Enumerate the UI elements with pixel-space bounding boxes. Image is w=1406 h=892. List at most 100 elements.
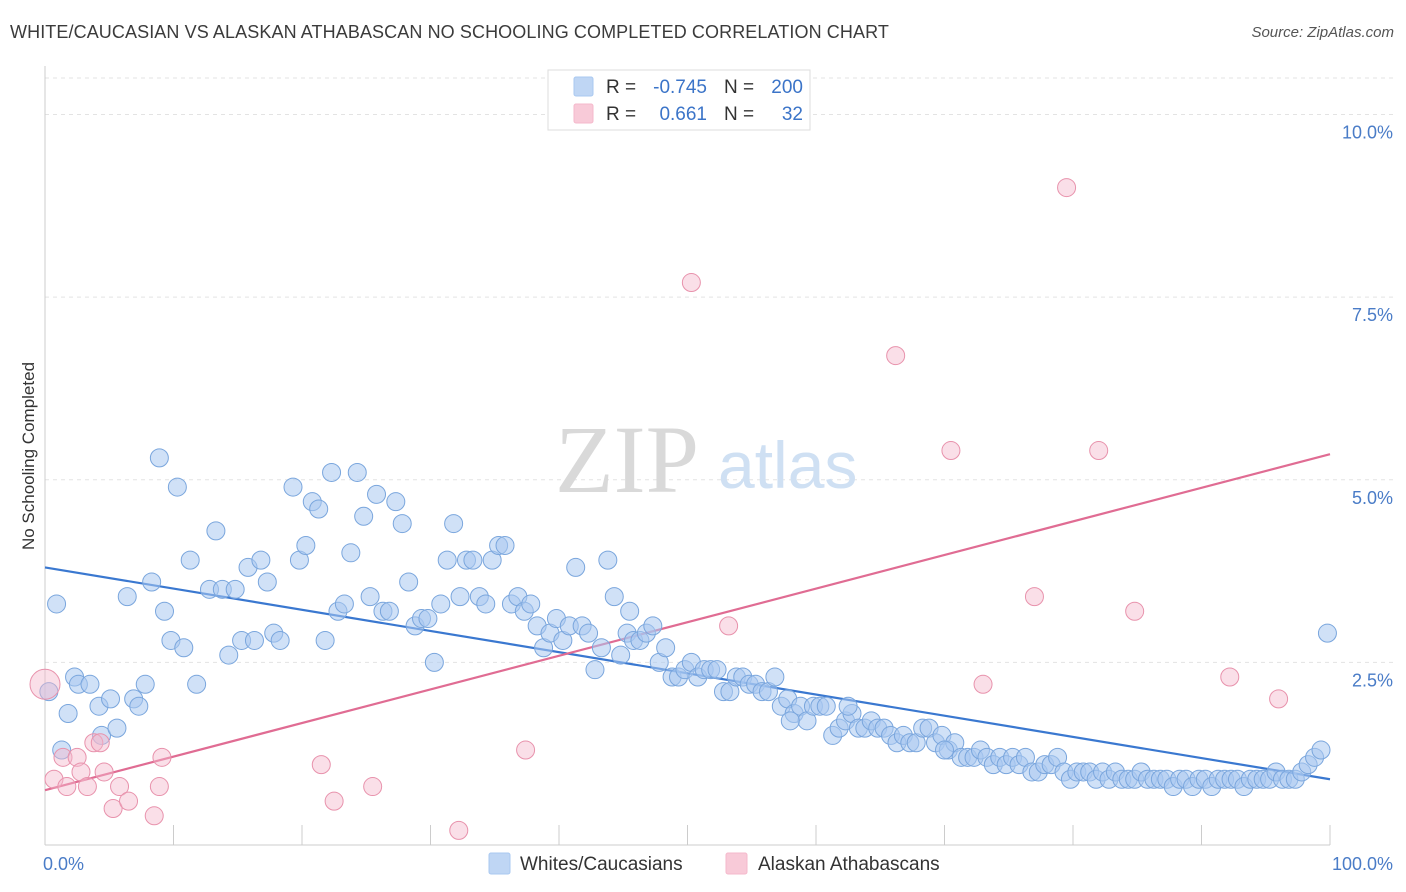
data-point [155,601,175,621]
data-point [363,777,383,797]
data-point [392,514,412,534]
data-point [180,550,200,570]
data-point [379,601,399,621]
data-point [1125,601,1145,621]
data-point [444,514,464,534]
data-point [604,587,624,607]
data-point [244,630,264,650]
data-point [110,777,130,797]
data-point [816,696,836,716]
data-point [52,740,72,760]
data-point [1269,689,1289,709]
data-point [334,594,354,614]
legend-r-value-white: -0.745 [653,77,707,98]
data-point [598,550,618,570]
x-tick-label-min: 0.0% [43,854,84,874]
data-point [886,346,906,366]
data-point [1057,178,1077,198]
data-point [206,521,226,541]
bottom-legend-swatch-athabascan [725,852,748,875]
data-point [386,492,406,512]
data-point [92,725,112,745]
data-point [838,696,858,716]
watermark-atlas: atlas [718,428,857,502]
data-point [1089,441,1109,461]
data-point [611,645,631,665]
data-point [107,718,127,738]
data-point [437,550,457,570]
data-point [311,755,331,775]
data-point [1024,587,1044,607]
data-point [347,462,367,482]
data-point [174,638,194,658]
data-point [29,668,61,700]
data-point [476,594,496,614]
bottom-legend-label-white: Whites/Caucasians [520,854,683,875]
data-point [941,441,961,461]
bottom-legend-label-athabascan: Alaskan Athabascans [758,854,940,875]
trend-line-athabascan [44,453,1331,792]
chart-title: WHITE/CAUCASIAN VS ALASKAN ATHABASCAN NO… [10,22,889,42]
data-point [296,536,316,556]
y-tick-label: 2.5% [1352,670,1393,690]
data-points [29,178,1337,840]
legend-r-label-athabascan: R = [606,104,636,125]
data-point [656,638,676,658]
data-point [324,791,344,811]
data-point [585,660,605,680]
y-tick-label: 5.0% [1352,488,1393,508]
bottom-legend-swatch-white [488,852,511,875]
data-point [322,462,342,482]
data-point [935,740,954,760]
data-point [80,674,100,694]
x-tick-labels: 0.0% 100.0% [43,854,1393,874]
data-point [1311,740,1331,760]
data-point [450,587,470,607]
data-point [47,594,67,614]
data-point [257,572,277,592]
source-label: Source: ZipAtlas.com [1251,24,1394,41]
data-point [495,536,515,556]
data-point [1317,623,1337,643]
data-point [53,747,73,767]
data-point [521,594,541,614]
top-legend: R = -0.745 N = 200 R = 0.661 N = 32 [547,69,811,131]
legend-n-label-white: N = [724,77,754,98]
data-point [149,448,169,468]
data-point [707,660,727,680]
data-point [57,777,77,797]
data-point [309,499,329,519]
data-point [187,674,207,694]
data-point [84,733,104,753]
data-point [119,791,139,811]
legend-r-value-athabascan: 0.661 [659,104,707,125]
data-point [579,623,599,643]
data-point [591,638,611,658]
data-point [77,777,97,797]
data-point [516,740,536,760]
legend-n-value-athabascan: 32 [782,104,803,125]
data-point [58,704,78,724]
data-point [418,609,438,629]
data-point [780,711,800,731]
data-point [315,630,335,650]
data-point [283,477,303,497]
data-point [219,645,239,665]
series-white [39,448,1337,797]
data-point [67,747,87,767]
data-point [463,550,483,570]
data-point [1220,667,1240,687]
watermark-zip: ZIP [555,406,699,513]
data-point [117,587,137,607]
data-point [719,616,739,636]
data-point [431,594,451,614]
y-tick-labels: 2.5% 5.0% 7.5% 10.0% [1342,123,1393,691]
data-point [424,652,444,672]
legend-n-label-athabascan: N = [724,104,754,125]
data-point [101,689,121,709]
data-point [341,543,361,563]
data-point [360,587,380,607]
data-point [144,806,164,826]
bottom-legend: Whites/Caucasians Alaskan Athabascans [488,852,940,875]
y-tick-label: 10.0% [1342,123,1393,143]
